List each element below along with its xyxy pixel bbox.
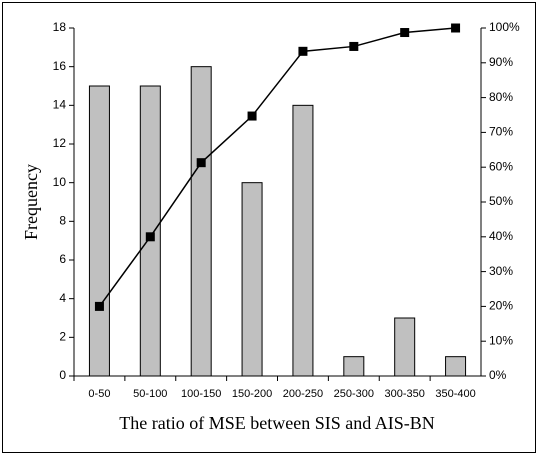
bar <box>190 66 212 377</box>
y2-tick-label: 40% <box>489 229 513 243</box>
line-marker <box>349 41 359 51</box>
line-marker <box>196 158 206 168</box>
y2-tick-label: 80% <box>489 90 513 104</box>
x-tick-label: 300-350 <box>385 388 425 400</box>
y2-tick-label: 0% <box>489 368 507 382</box>
y2-tick-label: 50% <box>489 194 513 208</box>
bar <box>241 182 263 377</box>
y-tick-label: 2 <box>59 330 66 344</box>
bar <box>394 317 416 377</box>
line-marker <box>451 23 461 33</box>
bar <box>445 356 467 377</box>
y-tick-label: 6 <box>59 252 66 266</box>
x-tick-label: 100-150 <box>181 388 221 400</box>
y-tick-label: 10 <box>53 175 67 189</box>
bar <box>292 104 314 377</box>
y-tick-label: 14 <box>53 98 67 112</box>
bar <box>139 85 161 377</box>
x-axis-label: The ratio of MSE between SIS and AIS-BN <box>119 413 434 433</box>
line-marker <box>94 301 104 311</box>
x-tick-label: 200-250 <box>283 388 323 400</box>
y-tick-label: 0 <box>59 368 66 382</box>
x-tick-label: 250-300 <box>334 388 374 400</box>
y2-tick-label: 20% <box>489 299 513 313</box>
x-tick-label: 50-100 <box>133 388 167 400</box>
y2-tick-label: 90% <box>489 55 513 69</box>
y2-tick-label: 70% <box>489 125 513 139</box>
x-tick-label: 350-400 <box>435 388 475 400</box>
bar <box>88 85 110 377</box>
y-tick-label: 18 <box>53 20 67 34</box>
y-tick-label: 8 <box>59 214 66 228</box>
y-tick-label: 4 <box>59 291 66 305</box>
cumulative-line <box>98 27 456 307</box>
y2-tick-label: 60% <box>489 159 513 173</box>
line-marker <box>298 46 308 56</box>
line-marker <box>247 111 257 121</box>
y-tick-label: 16 <box>53 59 67 73</box>
line-marker <box>145 232 155 242</box>
bar <box>343 356 365 377</box>
y-tick-label: 12 <box>53 136 67 150</box>
y2-tick-label: 10% <box>489 333 513 347</box>
line-marker <box>400 28 410 38</box>
y2-tick-label: 100% <box>489 20 520 34</box>
y2-tick-label: 30% <box>489 264 513 278</box>
y-axis-label: Frequency <box>21 164 41 240</box>
frame <box>2 2 536 453</box>
x-tick-label: 150-200 <box>232 388 272 400</box>
x-tick-label: 0-50 <box>88 388 110 400</box>
